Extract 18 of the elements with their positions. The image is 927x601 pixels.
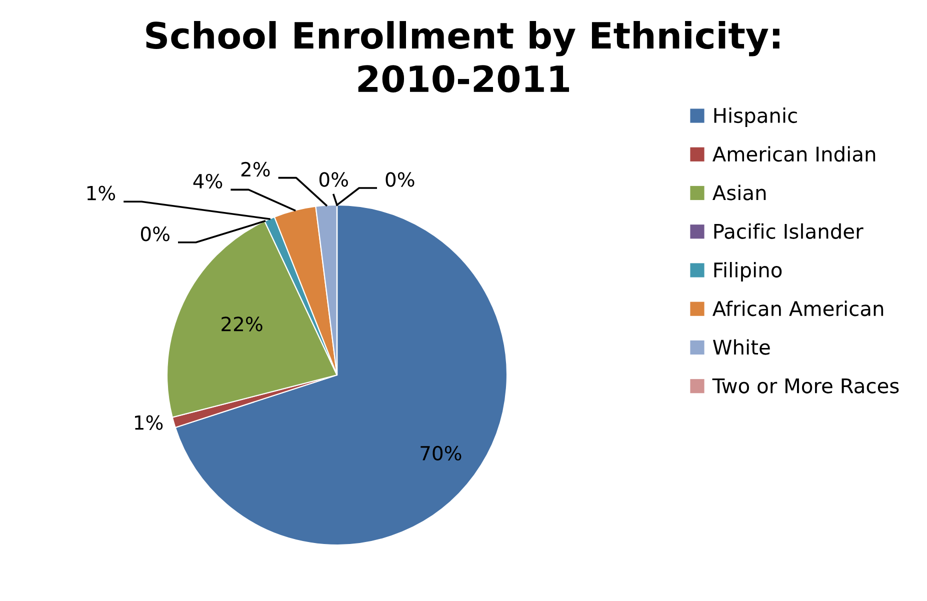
- chart-title: School Enrollment by Ethnicity: 2010-2011: [146, 21, 780, 92]
- legend-label: African American: [712, 300, 884, 316]
- legend-label: Pacific Islander: [714, 223, 864, 239]
- text: 0%: [140, 226, 170, 242]
- legend-label: Filipino: [714, 262, 782, 282]
- data-label: 2%: [241, 162, 270, 177]
- data-label: 4%: [193, 174, 222, 189]
- text: 0%: [319, 172, 348, 187]
- data-label: 1%: [135, 415, 163, 430]
- legend-label: Asian: [712, 184, 766, 200]
- legend-label: Hispanic: [714, 107, 797, 127]
- legend-label: Two or More Races: [712, 378, 899, 394]
- data-label: 1%: [87, 186, 116, 200]
- data-label: 70%: [420, 446, 462, 461]
- data-label: 22%: [222, 316, 262, 332]
- text: 0%: [386, 172, 414, 187]
- legend-label: White: [713, 339, 770, 355]
- legend-label: American Indian: [712, 146, 876, 162]
